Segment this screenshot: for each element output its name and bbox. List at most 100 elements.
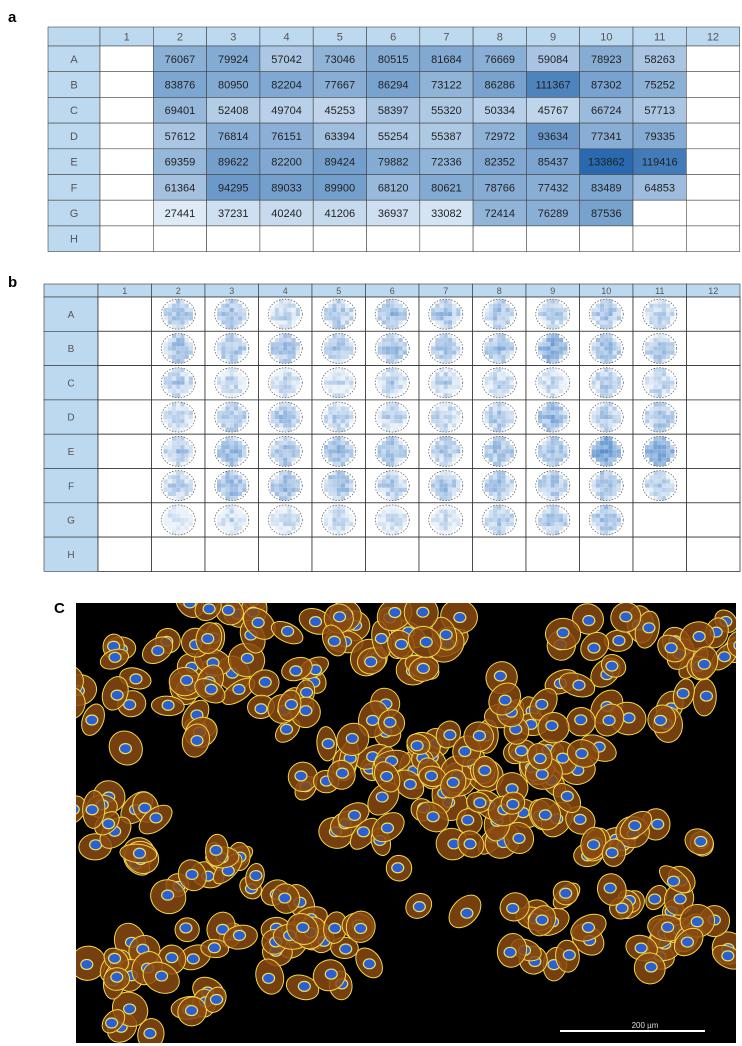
pixel [506,449,510,453]
pixel [510,342,514,346]
pixel [283,346,287,350]
pixel [394,441,398,445]
pixel [452,389,456,393]
pixel [382,312,386,316]
pixel [337,372,341,376]
pixel [444,475,448,479]
pixel [283,471,287,475]
pixel [287,372,291,376]
pixel [287,505,291,509]
cell-value: 83876 [165,79,196,91]
pixel [658,437,662,441]
pixel [592,514,596,518]
pixel [386,346,390,350]
pixel [394,423,398,427]
nucleus [279,893,291,903]
pixel [180,522,184,526]
pixel [448,415,452,419]
pixel [341,488,345,492]
pixel [176,346,180,350]
pixel [542,372,546,376]
pixel [555,402,559,406]
pixel [662,407,666,411]
empty-cell [100,226,153,252]
pixel [670,488,674,492]
pixel [332,316,336,320]
pixel [596,423,600,427]
pixel [394,407,398,411]
pixel [328,479,332,483]
pixel [596,381,600,385]
pixel [185,381,189,385]
pixel [604,458,608,462]
heatmap-table: 123456789101112A760677992457042730468051… [48,27,740,252]
nucleus [263,973,275,983]
pixel [345,449,349,453]
pixel [275,376,279,380]
row-label: B [70,79,77,91]
pixel [386,320,390,324]
pixel [666,475,670,479]
pixel [485,385,489,389]
pixel [271,419,275,423]
pixel [225,514,229,518]
pixel [596,415,600,419]
pixel [592,308,596,312]
pixel [538,316,542,320]
pixel [670,419,674,423]
pixel [337,304,341,308]
pixel [168,312,172,316]
pixel [658,423,662,427]
pixel [337,316,341,320]
nucleus [588,840,600,850]
pixel [563,411,567,415]
nucleus [109,652,121,662]
pixel [221,509,225,513]
nucleus [440,630,452,640]
cell-value: 76814 [218,131,249,143]
pixel [510,514,514,518]
pixel [431,514,435,518]
pixel [234,334,238,338]
pixel [431,342,435,346]
panel-label: C [54,600,65,617]
pixel [337,522,341,526]
pixel [510,488,514,492]
pixel [279,411,283,415]
column-label: 3 [229,286,234,296]
pixel [506,518,510,522]
pixel [279,488,283,492]
pixel [287,419,291,423]
pixel [341,389,345,393]
pixel [390,325,394,329]
pixel [386,475,390,479]
pixel [349,488,353,492]
pixel [600,320,604,324]
pixel [444,381,448,385]
pixel [283,441,287,445]
pixel [658,471,662,475]
pixel [382,351,386,355]
pixel [189,376,193,380]
pixel [390,492,394,496]
pixel [592,346,596,350]
pixel [176,411,180,415]
pixel [670,381,674,385]
pixel [279,381,283,385]
pixel [506,479,510,483]
cell-value: 93634 [538,131,569,143]
pixel [332,385,336,389]
pixel [596,312,600,316]
pixel [341,351,345,355]
pixel [617,346,621,350]
pixel [592,385,596,389]
pixel [542,312,546,316]
pixel [662,389,666,393]
nucleus [250,871,262,881]
pixel [501,449,505,453]
pixel [506,445,510,449]
pixel [600,484,604,488]
pixel [172,385,176,389]
pixel [435,312,439,316]
pixel [510,312,514,316]
